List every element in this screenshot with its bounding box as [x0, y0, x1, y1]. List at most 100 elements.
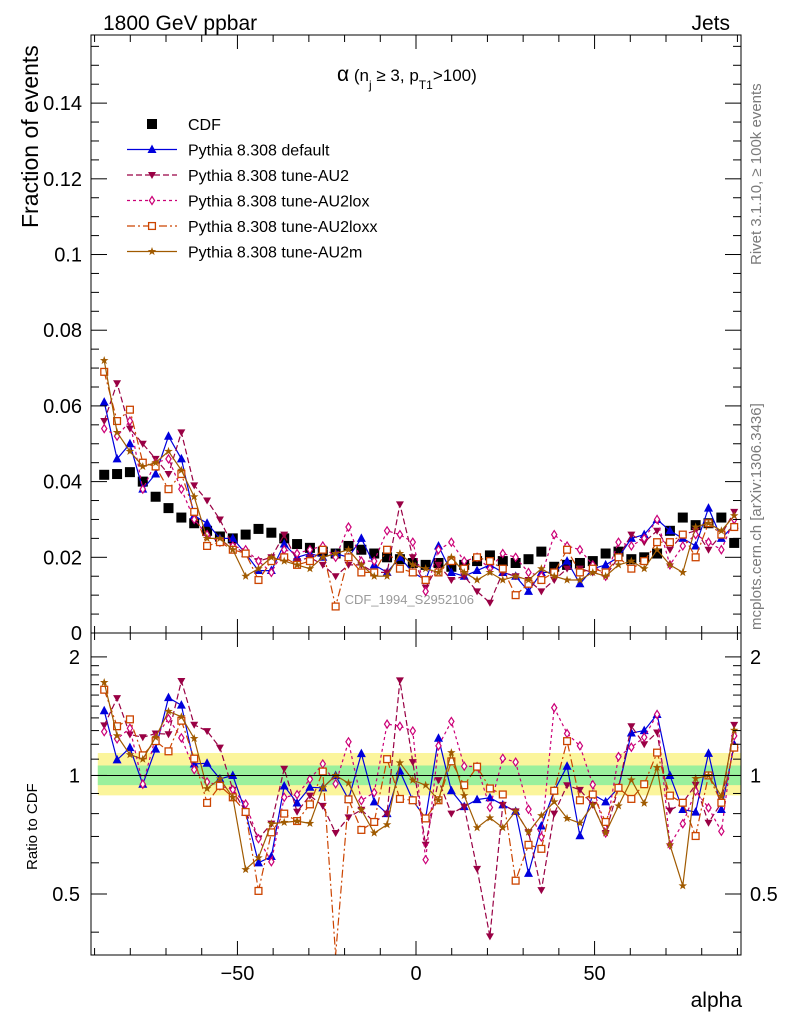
ratio-point-pythia-8-308-tune-au2 [691, 781, 700, 789]
point-cdf [150, 491, 161, 502]
point-pythia-8-308-tune-au2loxx [640, 557, 649, 566]
bottom-panel-series [91, 677, 741, 956]
point-pythia-8-308-default [601, 559, 611, 569]
point-pythia-8-308-tune-au2m [189, 492, 199, 501]
ratio-point-pythia-8-308-tune-au2lox [435, 740, 442, 751]
point-pythia-8-308-tune-au2m [318, 552, 328, 561]
point-pythia-8-308-tune-au2 [100, 418, 109, 426]
point-pythia-8-308-tune-au2 [164, 471, 173, 479]
ratio-point-pythia-8-308-tune-au2lox [293, 789, 301, 800]
ratio-point-pythia-8-308-tune-au2loxx [100, 685, 109, 694]
ratio-point-pythia-8-308-tune-au2lox [306, 774, 314, 785]
point-pythia-8-308-default [356, 533, 366, 542]
ratio-point-pythia-8-308-tune-au2lox [100, 726, 108, 737]
ratio-point-pythia-8-308-tune-au2m [537, 811, 546, 820]
point-pythia-8-308-tune-au2m [164, 446, 173, 455]
ratio-point-pythia-8-308-tune-au2loxx [511, 876, 520, 885]
series-line-ratio-pythia-8-308-tune-au2loxx [103, 689, 735, 956]
point-pythia-8-308-tune-au2m [524, 575, 533, 584]
ratio-point-pythia-8-308-tune-au2loxx [537, 844, 546, 853]
ratio-point-pythia-8-308-tune-au2 [100, 722, 109, 730]
point-pythia-8-308-tune-au2loxx [485, 557, 494, 566]
ratio-point-pythia-8-308-tune-au2m [305, 818, 315, 828]
y-tick-label-top: 0.06 [43, 396, 82, 418]
point-pythia-8-308-tune-au2loxx [511, 591, 520, 600]
point-pythia-8-308-tune-au2loxx [498, 564, 507, 573]
point-cdf [369, 548, 380, 559]
ratio-point-pythia-8-308-tune-au2 [627, 723, 636, 731]
point-pythia-8-308-tune-au2loxx [575, 568, 584, 577]
point-pythia-8-308-tune-au2loxx [691, 553, 700, 562]
ratio-point-pythia-8-308-tune-au2lox [640, 732, 648, 743]
ratio-point-pythia-8-308-tune-au2 [305, 792, 314, 800]
point-pythia-8-308-tune-au2 [125, 425, 134, 433]
point-pythia-8-308-tune-au2loxx [614, 553, 623, 562]
ratio-point-pythia-8-308-tune-au2 [331, 829, 340, 837]
point-pythia-8-308-tune-au2m [498, 575, 508, 584]
ratio-point-pythia-8-308-tune-au2lox [499, 753, 507, 764]
y-tick-label-bottom-right: 0.5 [750, 884, 778, 906]
ratio-point-pythia-8-308-tune-au2loxx [524, 840, 533, 849]
ratio-point-pythia-8-308-tune-au2loxx [691, 831, 700, 841]
point-pythia-8-308-default [446, 567, 456, 576]
ratio-point-pythia-8-308-tune-au2loxx [125, 715, 134, 724]
point-cdf [562, 559, 573, 570]
point-cdf [253, 523, 264, 534]
ratio-point-pythia-8-308-default [524, 868, 533, 877]
ratio-point-pythia-8-308-tune-au2lox [409, 725, 417, 737]
ratio-point-pythia-8-308-tune-au2lox [460, 761, 468, 772]
ratio-point-pythia-8-308-tune-au2 [125, 731, 134, 739]
ratio-point-pythia-8-308-tune-au2m [729, 725, 739, 734]
ratio-point-pythia-8-308-tune-au2m [524, 827, 533, 836]
x-axis-label: alpha [691, 989, 743, 1012]
ratio-point-pythia-8-308-tune-au2lox [396, 721, 404, 732]
point-pythia-8-308-default [176, 453, 186, 463]
ratio-point-pythia-8-308-tune-au2lox [178, 732, 185, 743]
y-tick-label-top: 0.1 [54, 245, 82, 267]
ratio-point-pythia-8-308-tune-au2m [241, 865, 250, 874]
ratio-point-pythia-8-308-tune-au2lox [165, 713, 172, 724]
ratio-point-pythia-8-308-tune-au2 [473, 865, 482, 873]
point-pythia-8-308-tune-au2m [254, 564, 263, 573]
ratio-point-pythia-8-308-tune-au2m [164, 706, 173, 716]
ratio-point-pythia-8-308-tune-au2 [704, 819, 713, 827]
ratio-point-pythia-8-308-tune-au2lox [730, 730, 738, 741]
ratio-point-pythia-8-308-tune-au2loxx [717, 798, 726, 807]
ratio-point-pythia-8-308-tune-au2loxx [318, 767, 327, 776]
ratio-point-pythia-8-308-tune-au2 [653, 729, 662, 737]
ratio-point-pythia-8-308-tune-au2 [190, 721, 199, 729]
point-pythia-8-308-tune-au2m [292, 560, 302, 569]
ratio-point-pythia-8-308-default [678, 804, 688, 813]
y-tick-label-top: 0.08 [43, 320, 82, 342]
point-pythia-8-308-tune-au2loxx [357, 568, 366, 577]
point-pythia-8-308-tune-au2m [562, 575, 572, 584]
point-pythia-8-308-tune-au2lox [718, 544, 725, 555]
ratio-point-pythia-8-308-tune-au2lox [576, 740, 584, 751]
ratio-point-pythia-8-308-tune-au2lox [705, 802, 712, 813]
ratio-point-pythia-8-308-tune-au2 [498, 801, 507, 809]
ratio-point-pythia-8-308-tune-au2lox [358, 795, 365, 806]
ratio-point-pythia-8-308-tune-au2lox [268, 856, 275, 867]
watermark: CDF_1994_S2952106 [345, 592, 474, 607]
ratio-point-pythia-8-308-tune-au2m [267, 819, 276, 828]
point-pythia-8-308-tune-au2 [550, 577, 559, 585]
ratio-point-pythia-8-308-default [691, 807, 701, 816]
ratio-point-pythia-8-308-tune-au2lox [280, 792, 288, 803]
ratio-point-pythia-8-308-tune-au2m [627, 775, 636, 784]
point-pythia-8-308-default [202, 518, 212, 527]
ratio-point-pythia-8-308-default [639, 725, 649, 735]
mcplots-label: mcplots.cern.ch [arXiv:1306.3436] [748, 403, 765, 630]
ratio-point-pythia-8-308-tune-au2lox [332, 778, 339, 789]
y-tick-label-top: 0.12 [43, 169, 82, 191]
ratio-point-pythia-8-308-tune-au2 [113, 695, 122, 703]
ratio-point-pythia-8-308-tune-au2m [421, 780, 430, 789]
point-pythia-8-308-tune-au2loxx [383, 545, 392, 554]
ratio-point-pythia-8-308-tune-au2m [678, 881, 688, 890]
point-pythia-8-308-tune-au2lox [370, 555, 378, 567]
ratio-point-pythia-8-308-tune-au2 [730, 721, 739, 729]
ratio-point-pythia-8-308-tune-au2m [549, 797, 559, 806]
point-cdf [510, 557, 521, 568]
y-tick-label-top: 0 [71, 623, 82, 645]
ratio-point-pythia-8-308-default [704, 748, 713, 757]
legend-marker-pythia-8-308-tune-au2 [148, 172, 156, 179]
